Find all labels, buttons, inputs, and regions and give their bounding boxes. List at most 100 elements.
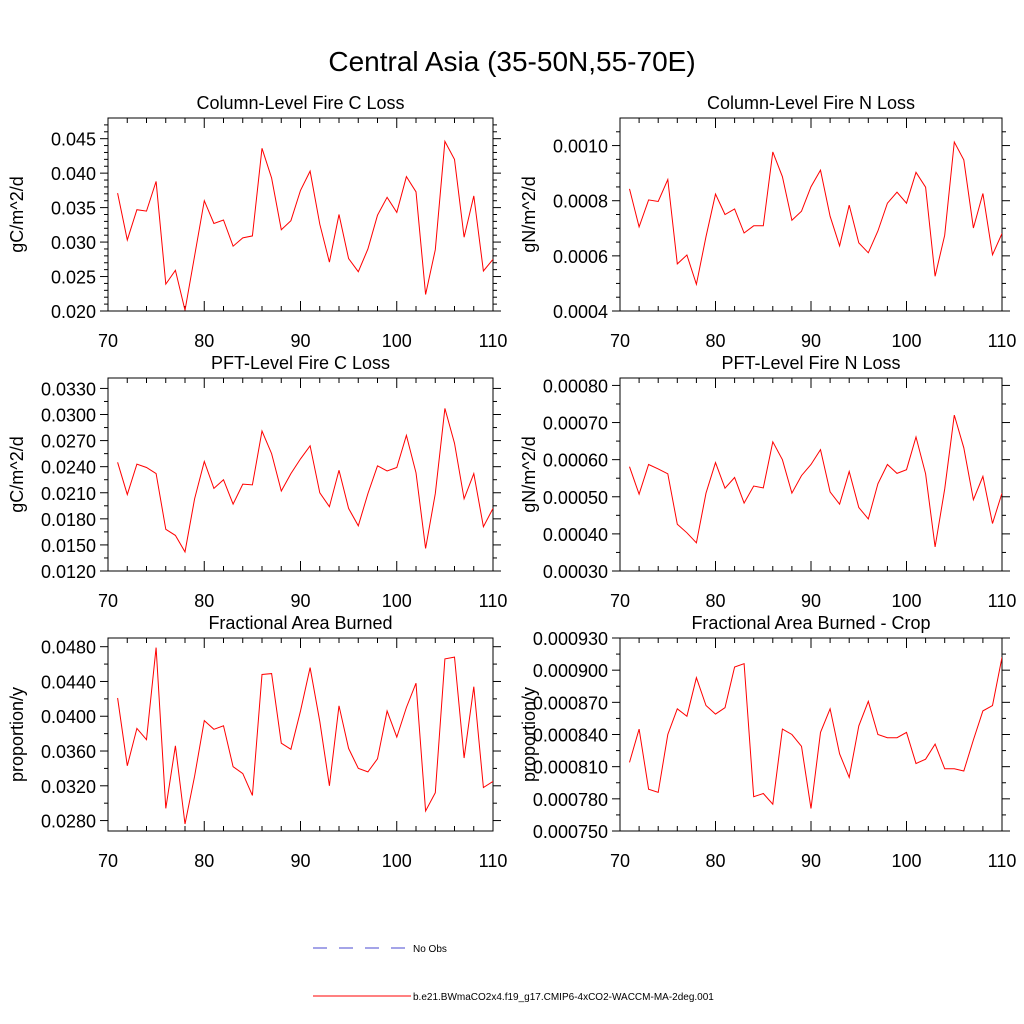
x-tick-label: 70 bbox=[98, 331, 118, 351]
x-tick-label: 80 bbox=[194, 591, 214, 611]
y-tick-label: 0.00080 bbox=[543, 376, 608, 396]
x-tick-label: 80 bbox=[194, 331, 214, 351]
x-tick-label: 110 bbox=[988, 331, 1017, 351]
panel-6: Fractional Area Burned - Crop proportion/… bbox=[519, 613, 1016, 871]
x-tick-label: 70 bbox=[98, 851, 118, 871]
series-line-model bbox=[117, 647, 493, 825]
y-tick-label: 0.000750 bbox=[533, 822, 608, 842]
x-tick-label: 110 bbox=[988, 851, 1017, 871]
y-tick-label: 0.0440 bbox=[41, 672, 96, 692]
panel-4: PFT-Level Fire N Loss gN/m^2/d 70 80 90 100 11… bbox=[519, 353, 1016, 611]
panel-title: Fractional Area Burned bbox=[208, 613, 392, 633]
y-tick-label: 0.00060 bbox=[543, 451, 608, 471]
y-tick-label: 0.035 bbox=[51, 199, 96, 219]
x-tick-label: 100 bbox=[382, 851, 412, 871]
x-tick-label: 80 bbox=[705, 331, 725, 351]
y-tick-label: 0.0004 bbox=[553, 302, 608, 322]
y-tick-label: 0.0120 bbox=[41, 562, 96, 582]
x-tick-label: 100 bbox=[382, 331, 412, 351]
y-tick-label: 0.0240 bbox=[41, 458, 96, 478]
y-tick-label: 0.00030 bbox=[543, 562, 608, 582]
series-line-model bbox=[629, 140, 1002, 287]
x-tick-label: 80 bbox=[705, 851, 725, 871]
y-tick-label: 0.0330 bbox=[41, 379, 96, 399]
series-line-model bbox=[629, 414, 1002, 547]
y-axis-label: gC/m^2/d bbox=[7, 176, 27, 252]
legend-obs-label: No Obs bbox=[413, 944, 447, 955]
x-tick-label: 90 bbox=[801, 851, 821, 871]
y-tick-label: 0.0280 bbox=[41, 812, 96, 832]
legend: No Obs b.e21.BWmaCO2x4.f19_g17.CMIP6-4xC… bbox=[313, 944, 714, 1003]
y-tick-label: 0.0008 bbox=[553, 192, 608, 212]
y-tick-label: 0.0010 bbox=[553, 137, 608, 157]
panel-title: Column-Level Fire C Loss bbox=[196, 93, 404, 113]
x-tick-label: 70 bbox=[610, 591, 630, 611]
y-axis-label: proportion/y bbox=[519, 687, 539, 782]
x-tick-label: 110 bbox=[479, 591, 508, 611]
y-tick-label: 0.0210 bbox=[41, 484, 96, 504]
x-tick-label: 90 bbox=[801, 331, 821, 351]
x-tick-label: 70 bbox=[610, 331, 630, 351]
y-tick-label: 0.0150 bbox=[41, 536, 96, 556]
y-tick-label: 0.0006 bbox=[553, 247, 608, 267]
y-tick-label: 0.0270 bbox=[41, 432, 96, 452]
y-tick-label: 0.025 bbox=[51, 268, 96, 288]
y-tick-label: 0.00050 bbox=[543, 488, 608, 508]
x-tick-label: 100 bbox=[382, 591, 412, 611]
panel-title: PFT-Level Fire N Loss bbox=[721, 353, 900, 373]
figure-title: Central Asia (35-50N,55-70E) bbox=[328, 46, 695, 77]
y-tick-label: 0.000870 bbox=[533, 693, 608, 713]
panel-title: Column-Level Fire N Loss bbox=[707, 93, 915, 113]
x-tick-label: 100 bbox=[891, 331, 921, 351]
x-tick-label: 90 bbox=[290, 851, 310, 871]
x-tick-label: 90 bbox=[290, 331, 310, 351]
plot-frame bbox=[619, 117, 1003, 312]
x-tick-label: 80 bbox=[705, 591, 725, 611]
x-tick-label: 70 bbox=[610, 851, 630, 871]
x-tick-label: 90 bbox=[801, 591, 821, 611]
x-tick-label: 100 bbox=[891, 591, 921, 611]
x-tick-label: 110 bbox=[479, 851, 508, 871]
plot-frame bbox=[107, 377, 494, 572]
y-tick-label: 0.0360 bbox=[41, 742, 96, 762]
series-line-model bbox=[629, 657, 1002, 809]
y-tick-label: 0.000930 bbox=[533, 629, 608, 649]
x-tick-label: 100 bbox=[891, 851, 921, 871]
plot-frame bbox=[619, 637, 1003, 832]
y-tick-label: 0.0480 bbox=[41, 638, 96, 658]
y-axis-label: gN/m^2/d bbox=[519, 176, 539, 252]
y-tick-label: 0.000810 bbox=[533, 758, 608, 778]
x-tick-label: 110 bbox=[988, 591, 1017, 611]
x-tick-label: 70 bbox=[98, 591, 118, 611]
panel-2: Column-Level Fire N Loss gN/m^2/d 70 80 90 10… bbox=[519, 93, 1016, 351]
y-tick-label: 0.0400 bbox=[41, 707, 96, 727]
legend-model-label: b.e21.BWmaCO2x4.f19_g17.CMIP6-4xCO2-WACC… bbox=[413, 992, 714, 1003]
series-line-model bbox=[117, 408, 493, 554]
plot-frame bbox=[619, 377, 1003, 572]
y-axis-label: proportion/y bbox=[7, 687, 27, 782]
y-tick-label: 0.0180 bbox=[41, 510, 96, 530]
y-tick-label: 0.000900 bbox=[533, 661, 608, 681]
panel-3: PFT-Level Fire C Loss gC/m^2/d 70 80 90 100 11… bbox=[7, 353, 507, 611]
panel-1: Column-Level Fire C Loss gC/m^2/d 70 80 90 10… bbox=[7, 93, 507, 351]
y-tick-label: 0.00040 bbox=[543, 525, 608, 545]
y-tick-label: 0.030 bbox=[51, 233, 96, 253]
x-tick-label: 80 bbox=[194, 851, 214, 871]
panel-title: PFT-Level Fire C Loss bbox=[211, 353, 390, 373]
y-tick-label: 0.0320 bbox=[41, 777, 96, 797]
x-tick-label: 90 bbox=[290, 591, 310, 611]
panel-5: Fractional Area Burned proportion/y 70 80 90… bbox=[7, 613, 507, 871]
y-tick-label: 0.000840 bbox=[533, 726, 608, 746]
y-tick-label: 0.000780 bbox=[533, 790, 608, 810]
panels: Column-Level Fire C Loss gC/m^2/d 70 80 90 10… bbox=[7, 93, 1016, 871]
y-tick-label: 0.0300 bbox=[41, 406, 96, 426]
y-tick-label: 0.045 bbox=[51, 130, 96, 150]
y-tick-label: 0.020 bbox=[51, 302, 96, 322]
y-tick-label: 0.00070 bbox=[543, 414, 608, 434]
y-axis-label: gN/m^2/d bbox=[519, 436, 539, 512]
y-tick-label: 0.040 bbox=[51, 164, 96, 184]
y-axis-label: gC/m^2/d bbox=[7, 436, 27, 512]
x-tick-label: 110 bbox=[479, 331, 508, 351]
panel-title: Fractional Area Burned - Crop bbox=[691, 613, 930, 633]
